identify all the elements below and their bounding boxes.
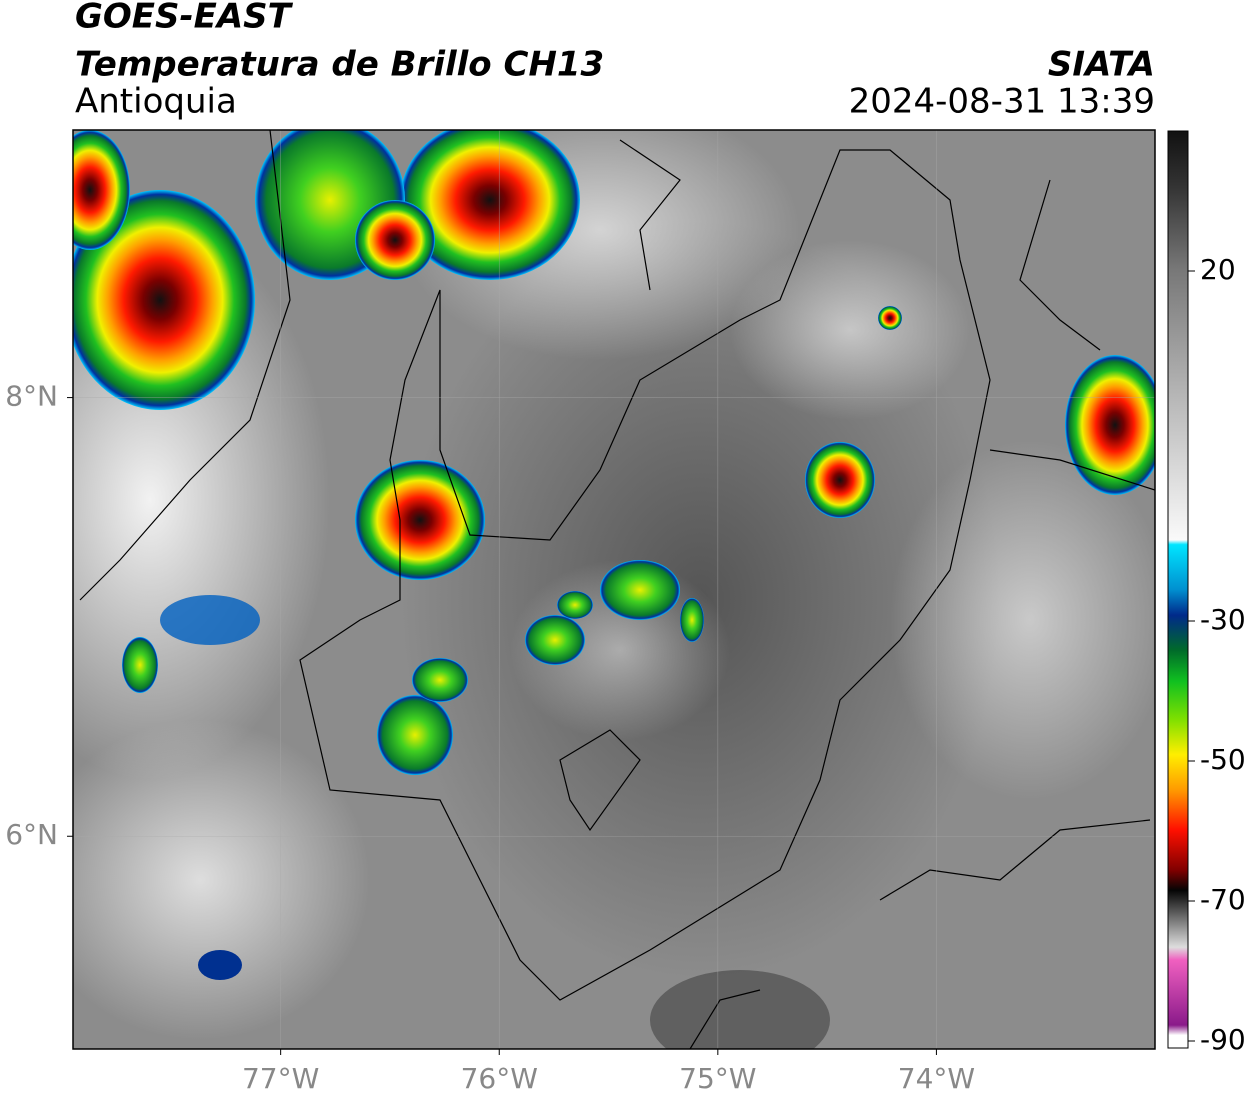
region: Antioquia [75, 82, 237, 122]
boundaries [79, 130, 1155, 1049]
x-tick-label: 76°W [461, 1062, 538, 1095]
graticule [73, 130, 1155, 1049]
colorbar-tick-label: -70 [1200, 883, 1246, 916]
satellite-image [73, 130, 1155, 1049]
x-tick-label: 75°W [679, 1062, 756, 1095]
colorbar-tick-label: -30 [1200, 603, 1246, 636]
y-tick-label: 8°N [5, 380, 58, 413]
colorbar [1167, 130, 1189, 1049]
subtitle: Temperatura de Brillo CH13 [75, 45, 604, 85]
y-tick-label: 6°N [5, 818, 58, 851]
title: GOES-EAST [75, 0, 294, 37]
colorbar-tick-label: 20 [1200, 253, 1236, 286]
colorbar-tick-label: -50 [1200, 743, 1246, 776]
source: SIATA [1048, 45, 1155, 85]
datetime: 2024-08-31 13:39 [849, 82, 1155, 122]
x-tick-label: 74°W [898, 1062, 975, 1095]
x-tick-label: 77°W [242, 1062, 319, 1095]
colorbar-tick-label: -90 [1200, 1023, 1246, 1056]
map-frame [72, 129, 1156, 1050]
